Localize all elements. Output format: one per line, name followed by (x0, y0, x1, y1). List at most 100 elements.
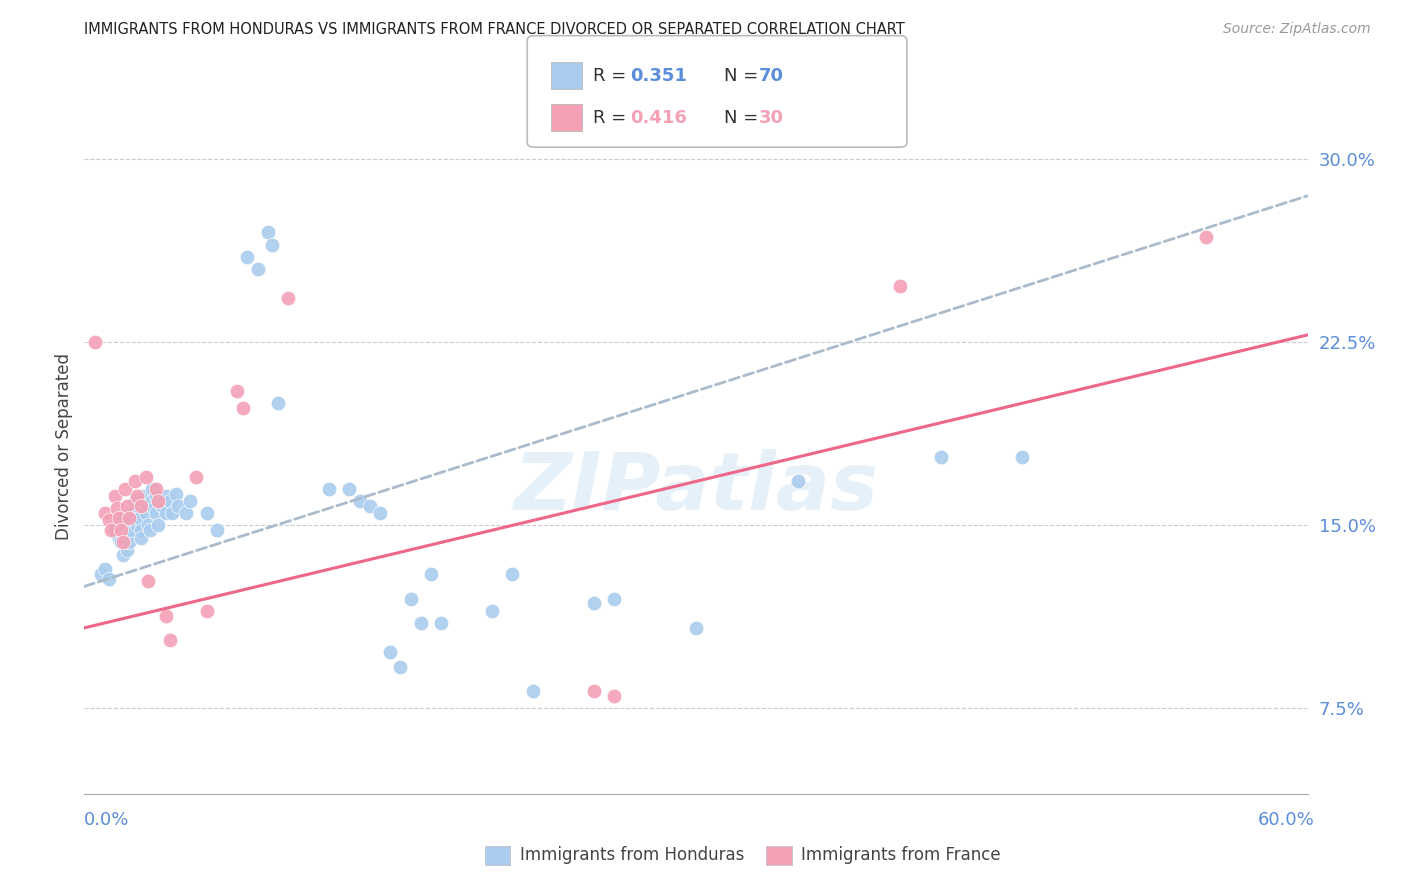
Point (131, 499, 153, 513)
Point (141, 494, 163, 508)
Text: Immigrants from France: Immigrants from France (801, 846, 1001, 863)
Point (929, 450, 952, 464)
Point (93, 506, 115, 520)
Point (359, 499, 381, 513)
Text: 0.351: 0.351 (630, 67, 686, 85)
Point (603, 591, 626, 606)
Point (603, 690, 626, 704)
Point (481, 604, 503, 618)
Point (195, 604, 218, 618)
Point (145, 489, 167, 503)
Text: 0.416: 0.416 (630, 109, 686, 127)
Point (389, 660, 412, 674)
Point (93, 562, 115, 576)
Point (257, 226, 280, 240)
Point (150, 499, 173, 513)
Point (120, 523, 142, 537)
Text: N =: N = (724, 67, 763, 85)
Point (159, 633, 181, 648)
Point (105, 501, 128, 516)
Point (430, 615, 453, 630)
Point (136, 518, 159, 533)
Point (131, 523, 153, 537)
Point (110, 523, 132, 537)
Point (146, 518, 169, 533)
Point (114, 531, 136, 545)
Point (267, 396, 290, 410)
Point (124, 506, 146, 520)
Y-axis label: Divorced or Separated: Divorced or Separated (55, 352, 73, 540)
Point (128, 511, 150, 525)
Point (889, 279, 911, 293)
Point (195, 506, 218, 520)
Point (104, 489, 127, 503)
Point (160, 506, 183, 520)
Point (135, 499, 157, 513)
Point (135, 469, 157, 483)
Point (179, 494, 201, 508)
Point (368, 506, 391, 520)
Text: Source: ZipAtlas.com: Source: ZipAtlas.com (1223, 22, 1371, 37)
Point (120, 506, 142, 520)
Point (83, 335, 105, 350)
Point (108, 511, 131, 525)
Point (115, 499, 138, 513)
Point (236, 250, 259, 264)
Point (165, 486, 187, 500)
Point (174, 506, 197, 520)
Point (127, 489, 149, 503)
Point (141, 482, 163, 496)
Point (118, 525, 141, 540)
Point (226, 384, 249, 398)
Point (90, 567, 112, 582)
Point (104, 523, 127, 537)
Point (380, 645, 402, 659)
Point (145, 506, 167, 520)
Point (205, 523, 228, 537)
Point (135, 506, 157, 520)
Point (155, 608, 177, 623)
Point (124, 475, 146, 489)
Point (399, 591, 422, 606)
Point (582, 684, 605, 698)
Point (685, 621, 707, 635)
Point (155, 506, 177, 520)
Point (115, 542, 138, 557)
Point (97, 513, 120, 527)
Text: R =: R = (593, 67, 633, 85)
Point (522, 684, 544, 698)
Text: N =: N = (724, 109, 763, 127)
Text: Immigrants from Honduras: Immigrants from Honduras (520, 846, 745, 863)
Point (138, 523, 160, 537)
Point (260, 237, 283, 252)
Point (349, 494, 371, 508)
Point (127, 499, 149, 513)
Point (142, 501, 165, 516)
Point (97, 572, 120, 586)
Point (118, 535, 141, 549)
Point (122, 513, 145, 527)
Point (167, 499, 190, 513)
Point (339, 482, 360, 496)
Point (787, 475, 810, 489)
Point (112, 548, 135, 562)
Point (118, 511, 141, 525)
Point (186, 469, 208, 483)
Point (155, 489, 177, 503)
Point (136, 574, 159, 589)
Point (124, 494, 146, 508)
Point (409, 615, 432, 630)
Point (131, 531, 153, 545)
Point (277, 291, 299, 305)
Text: 30: 30 (759, 109, 785, 127)
Point (105, 513, 128, 527)
Point (146, 494, 169, 508)
Text: R =: R = (593, 109, 633, 127)
Point (132, 489, 155, 503)
Point (114, 518, 136, 533)
Point (318, 482, 340, 496)
Point (1011, 450, 1033, 464)
Point (145, 482, 167, 496)
Point (114, 482, 136, 496)
Point (582, 597, 605, 611)
